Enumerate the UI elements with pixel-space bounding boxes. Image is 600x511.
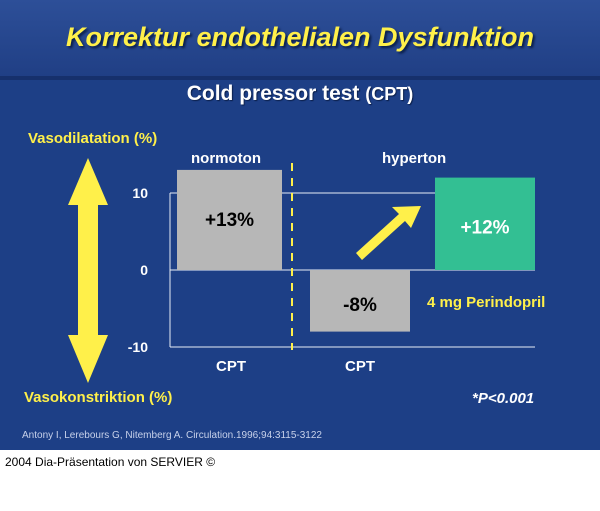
title-band [0, 0, 600, 80]
y-tick-label: -10 [128, 339, 148, 355]
citation: Antony I, Lerebours G, Nitemberg A. Circ… [22, 430, 322, 441]
group-label-hyperton: hyperton [382, 150, 447, 167]
y-tick-label: 0 [140, 262, 148, 278]
x-label-cpt-1: CPT [216, 358, 246, 375]
footer-copyright: 2004 Dia-Präsentation von SERVIER © [5, 455, 216, 469]
bar-hyperton [435, 177, 535, 270]
double-arrow-icon [68, 158, 108, 383]
y-tick-label: 10 [132, 185, 148, 201]
bar-value-label: -8% [343, 295, 377, 316]
subtitle-paren: (CPT) [365, 84, 414, 104]
bar-value-label: +12% [460, 218, 509, 239]
slide-title: Korrektur endothelialen Dysfunktion [65, 22, 535, 52]
perindopril-note: 4 mg Perindopril [427, 294, 546, 311]
bar-hyperton [310, 270, 410, 332]
slide-subtitle: Cold pressor test (CPT) [0, 82, 600, 106]
y-axis-label-bottom: Vasokonstriktion (%) [24, 389, 173, 406]
subtitle-main: Cold pressor test [186, 82, 360, 105]
bar-value-label: +13% [205, 210, 254, 231]
chart-canvas: 10 0 -10 +13% -8% +12% [68, 158, 535, 383]
x-label-cpt-2: CPT [345, 358, 375, 375]
group-label-normoton: normoton [191, 150, 261, 167]
y-axis-label-top: Vasodilatation (%) [28, 130, 158, 147]
bar-normoton [177, 169, 282, 270]
improvement-arrow-icon [356, 206, 421, 260]
significance-note: *P<0.001 [472, 390, 535, 407]
slide: Korrektur endothelialen Dysfunktion Cold… [0, 0, 600, 450]
